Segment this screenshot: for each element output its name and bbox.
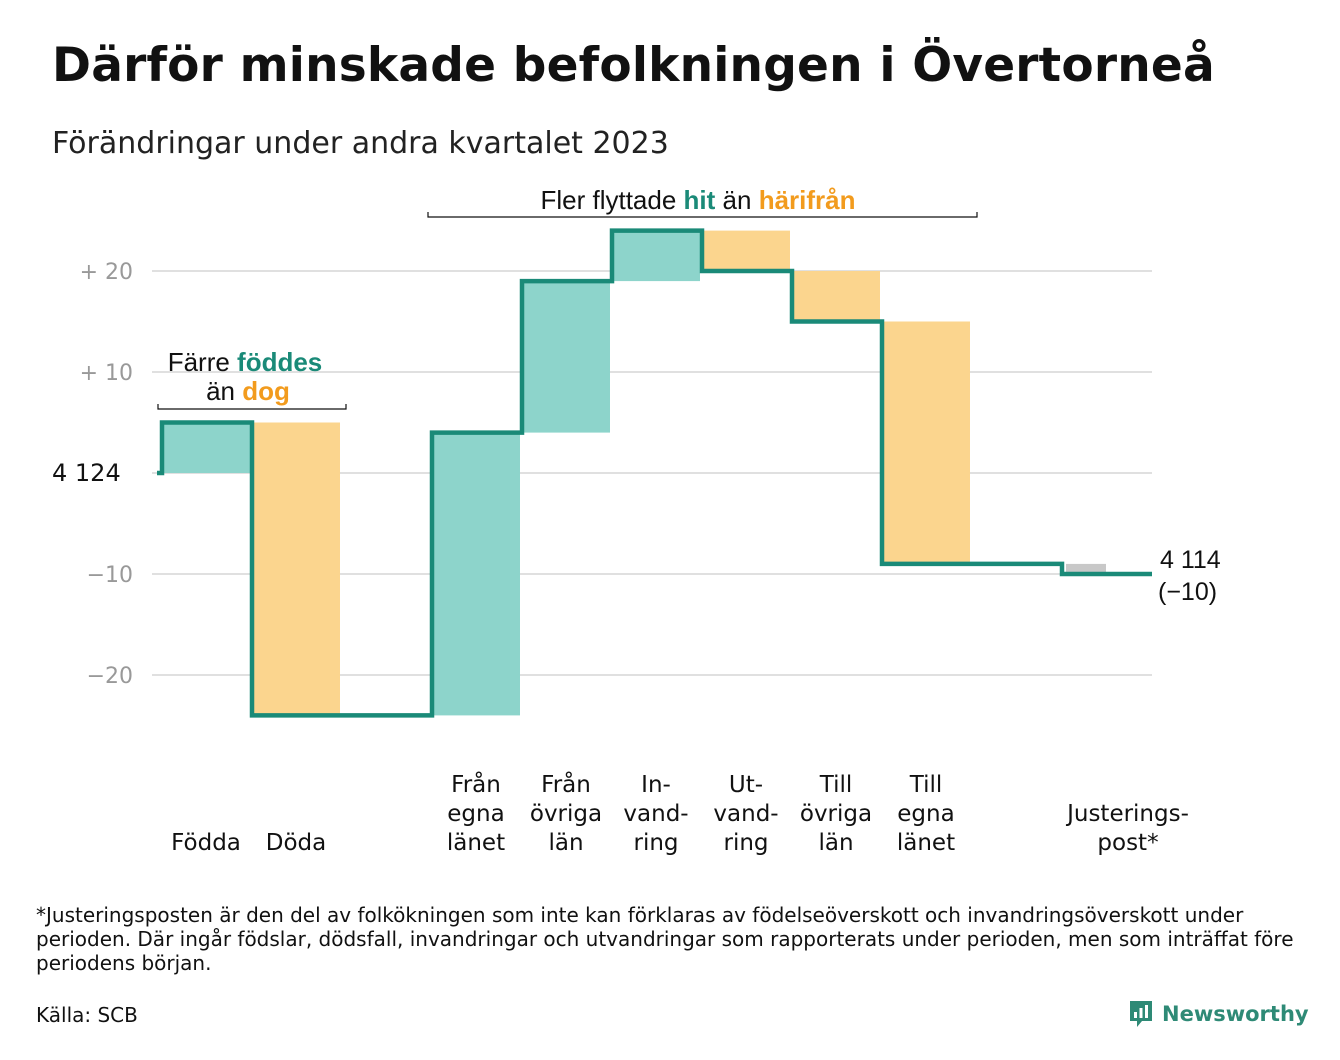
end-value-label: 4 114 [1160,546,1221,574]
logo-text: Newsworthy [1162,1002,1309,1026]
x-axis-label: länet [897,830,955,856]
y-tick-label: + 20 [80,260,133,285]
x-axis-label: Från [451,770,501,798]
migration-bracket [427,212,978,218]
bar [792,271,880,322]
x-axis-label: Ut- [729,772,763,798]
y-axis-ticks: + 20 + 10 −10 −20 4 124 4 114 (−10) [52,260,1221,689]
bars [162,230,1106,716]
bar [252,422,340,716]
annotation-text: Fler flyttade [540,185,683,215]
x-axis-label: post* [1097,830,1158,856]
chart-subtitle: Förändringar under andra kvartalet 2023 [52,126,669,161]
bar [702,230,790,271]
x-axis-label: In- [641,772,671,798]
y-tick-label: + 10 [80,361,133,386]
chart-title: Därför minskade befolkningen i Övertorne… [52,38,1215,93]
x-axis-label: vand- [713,801,778,827]
running-total-line [157,228,1152,718]
x-axis-label: Justerings- [1065,801,1189,827]
x-axis-label: Från [541,770,591,798]
y-tick-label: −20 [87,664,133,689]
x-axis-label: Till [909,772,943,798]
annotation-highlight-hit: hit [684,185,716,215]
x-axis-labels: Födda Döda Från egna länet Från övriga län In-va… [171,770,1189,856]
source: Källa: SCB [36,1003,138,1027]
start-value-label: 4 124 [52,459,121,487]
bar [612,230,700,282]
x-axis-label: vand- [623,801,688,827]
x-axis-label: ring [723,830,768,856]
newsworthy-chart-icon [1130,1001,1152,1027]
annotation-highlight-dog: dog [242,376,290,406]
bar [882,321,970,564]
running-total-line-path [157,228,1152,718]
x-axis-label: egna [897,801,954,827]
annotation-text: än [206,376,242,406]
annotation-text: Färre [168,347,237,377]
migration-annotation: Fler flyttade hit än härifrån [540,185,855,215]
births-deaths-annotation-line1: Färre föddes [168,347,323,377]
bar [1066,563,1106,574]
births-deaths-bracket [157,404,347,410]
x-axis-label: län [818,830,853,856]
y-tick-label: −10 [87,563,133,588]
x-axis-label: län [548,830,583,856]
newsworthy-logo: Newsworthy [1128,998,1309,1030]
annotation-highlight-fodde: föddes [237,347,322,377]
x-axis-label: Till [819,772,853,798]
annotation-highlight-harifran: härifrån [759,185,856,215]
x-axis-label: ring [633,830,678,856]
x-axis-label: länet [447,830,505,856]
x-axis-label: övriga [800,801,872,827]
x-axis-label: egna [447,801,504,827]
births-deaths-annotation-line2: än dog [206,376,290,406]
bar [162,422,250,473]
x-axis-label: övriga [530,801,602,827]
footnote: *Justeringsposten är den del av folkökni… [36,903,1294,975]
bar [432,432,520,716]
x-axis-label: Födda [171,830,241,856]
annotation-text: än [715,185,758,215]
end-change-label: (−10) [1158,578,1217,606]
x-axis-label: Döda [266,830,326,856]
bar [522,281,610,433]
